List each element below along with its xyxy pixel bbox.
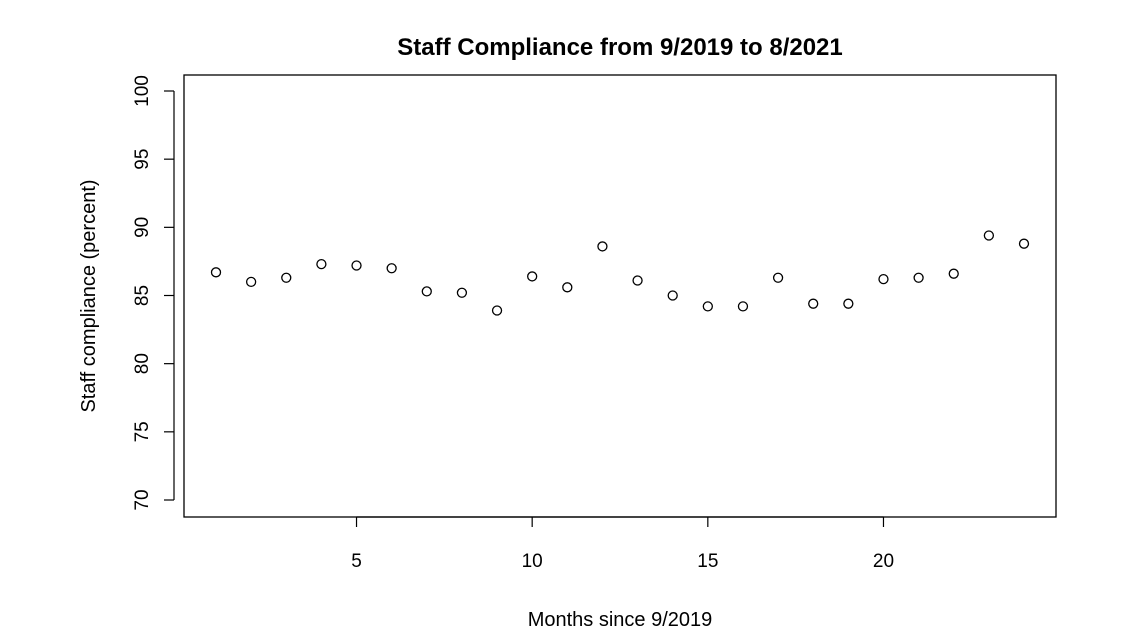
chart-title: Staff Compliance from 9/2019 to 8/2021	[397, 34, 843, 61]
x-tick-label: 20	[873, 551, 894, 572]
data-point	[772, 272, 784, 283]
data-point	[737, 301, 749, 312]
data-point	[527, 271, 538, 282]
data-point	[843, 298, 854, 309]
data-point	[632, 275, 643, 286]
data-point	[386, 263, 397, 274]
y-tick-label: 95	[132, 149, 153, 170]
data-point	[667, 290, 678, 301]
y-tick-label: 100	[132, 75, 153, 107]
data-point	[421, 286, 432, 297]
data-points	[210, 230, 1030, 316]
data-point	[281, 272, 292, 283]
y-tick-label: 90	[132, 217, 153, 238]
data-point	[456, 287, 468, 298]
y-tick-label: 70	[132, 489, 153, 510]
data-point	[702, 301, 713, 312]
data-point	[210, 267, 222, 278]
y-tick-label: 85	[132, 285, 153, 306]
y-axis: 70 75 80 85 90 95 100	[132, 75, 175, 511]
x-axis: 5 10 15 20	[351, 516, 894, 572]
x-tick-label: 5	[351, 551, 362, 572]
data-point	[562, 282, 573, 293]
data-point	[245, 276, 257, 288]
plot-frame	[183, 74, 1057, 518]
data-point	[878, 273, 889, 285]
y-axis-label: Staff compliance (percent)	[78, 179, 100, 412]
data-point	[948, 268, 959, 279]
data-point	[913, 272, 924, 283]
x-tick-label: 10	[522, 551, 543, 572]
data-point	[808, 298, 819, 309]
data-point	[983, 230, 995, 241]
x-axis-label: Months since 9/2019	[528, 609, 713, 631]
data-point	[351, 260, 362, 271]
data-point	[1018, 238, 1030, 249]
y-tick-label: 75	[132, 421, 153, 442]
y-tick-label: 80	[132, 353, 153, 374]
data-point	[597, 241, 608, 252]
x-tick-label: 15	[697, 551, 718, 572]
data-point	[316, 258, 327, 270]
data-point	[491, 305, 503, 316]
